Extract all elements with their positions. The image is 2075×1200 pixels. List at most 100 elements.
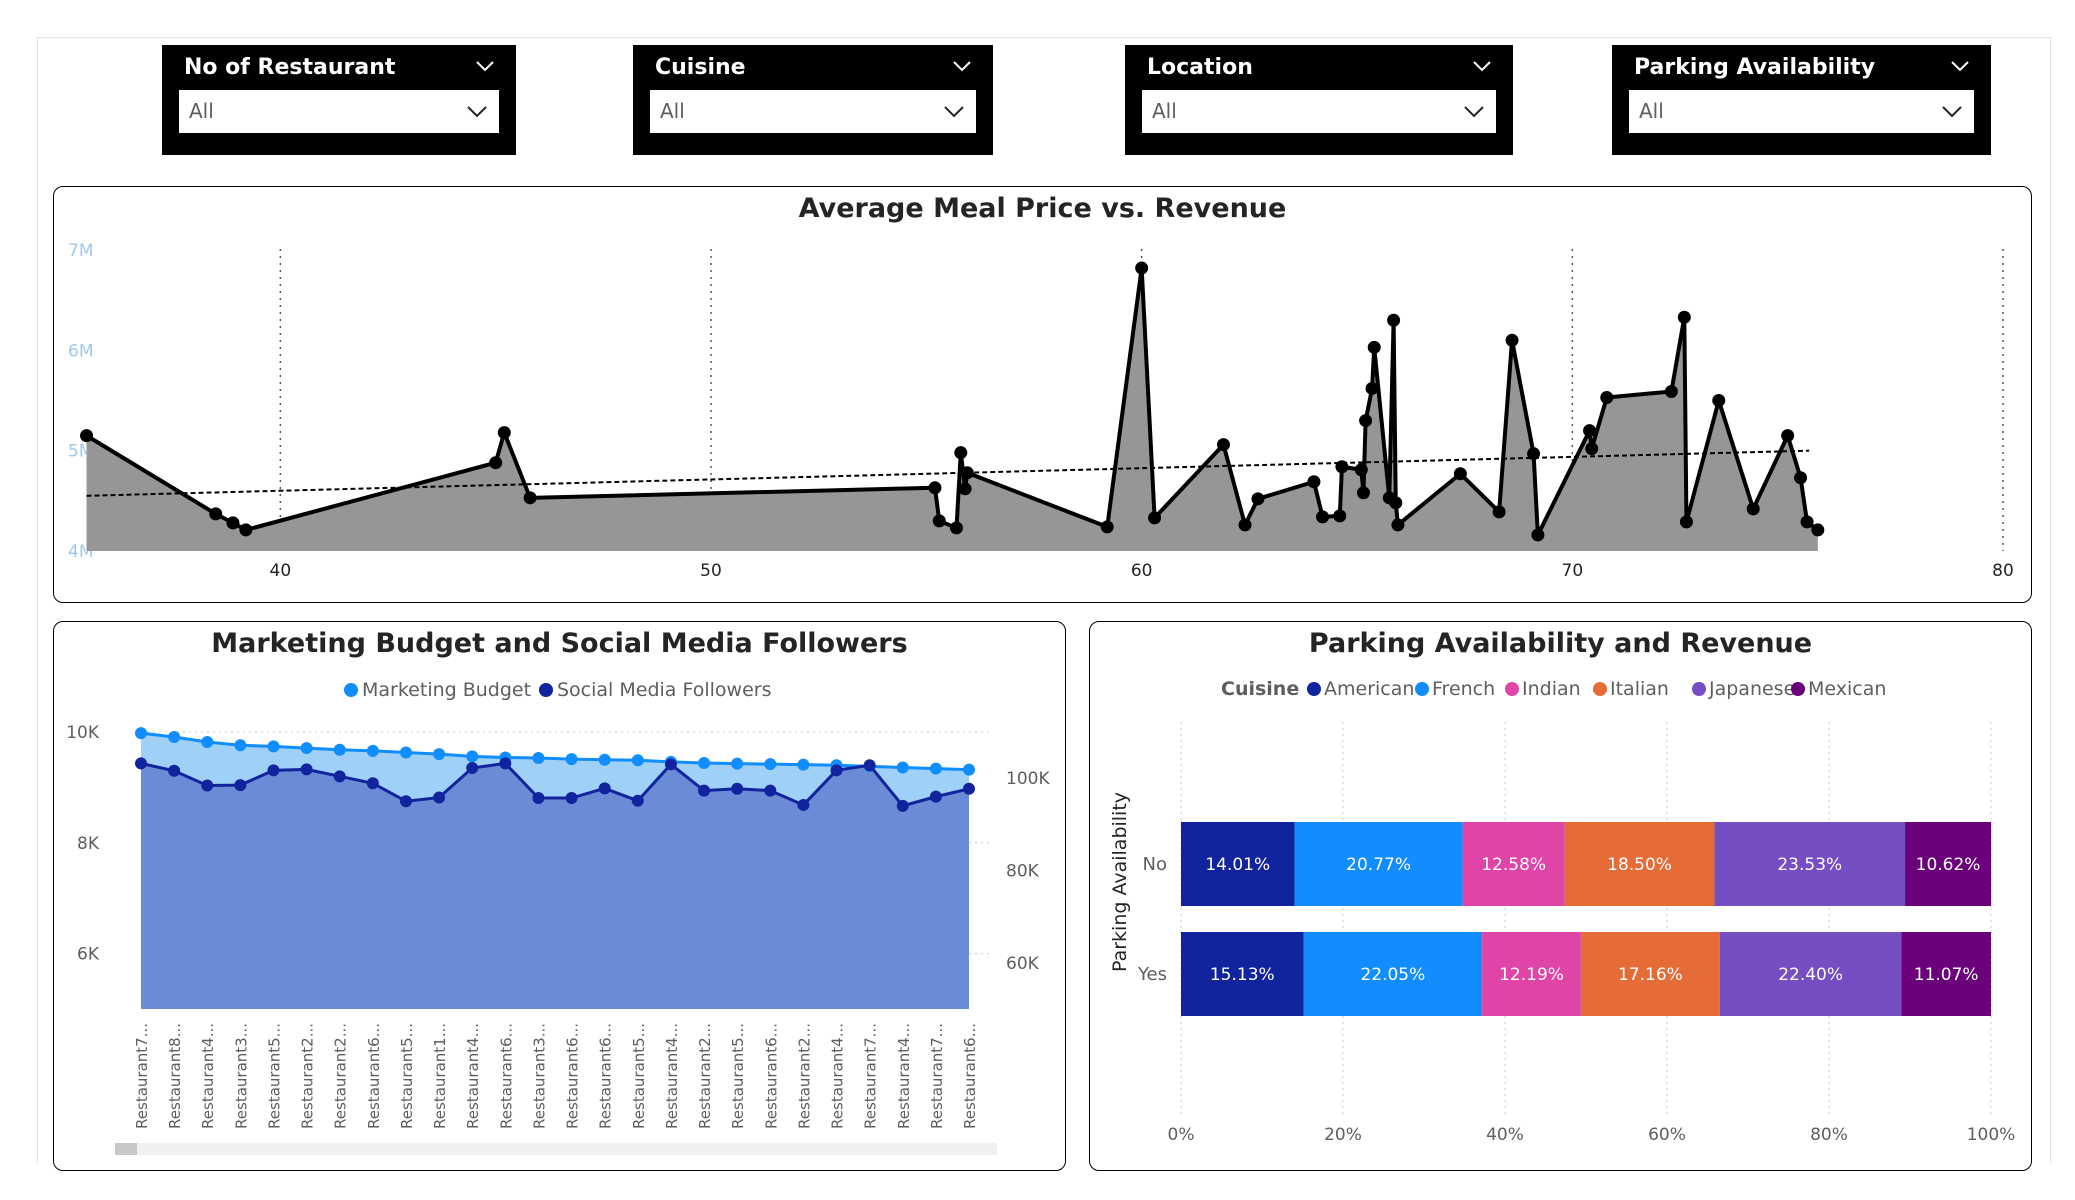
x-category-label: Restaurant6... xyxy=(961,1023,979,1129)
followers-point xyxy=(631,794,644,807)
parking-revenue-panel: Parking Availability and Revenue Cuisine… xyxy=(1089,621,2032,1171)
data-point xyxy=(489,456,503,470)
data-point xyxy=(1365,381,1379,395)
chevron-down-icon[interactable] xyxy=(1471,55,1493,77)
marketing-budget-point xyxy=(963,763,975,776)
slicer-title: Cuisine xyxy=(655,55,746,80)
x-category-label: Restaurant2... xyxy=(332,1023,350,1129)
data-point xyxy=(954,446,968,460)
slicer-value: All xyxy=(189,99,214,123)
chevron-down-icon[interactable] xyxy=(474,55,496,77)
chevron-down-icon[interactable] xyxy=(465,100,489,122)
followers-point xyxy=(797,798,810,811)
trend-line xyxy=(86,449,1810,497)
data-point xyxy=(960,466,974,480)
slicer-no-of-restaurant[interactable]: No of Restaurant All xyxy=(162,45,516,155)
stacked-bar-segment xyxy=(1181,822,1295,906)
slicer-location[interactable]: Location All xyxy=(1125,45,1513,155)
data-point xyxy=(1746,502,1760,516)
data-label: 20.77% xyxy=(1346,855,1411,875)
marketing-budget-point xyxy=(333,743,346,756)
slicer-title: Parking Availability xyxy=(1634,55,1876,80)
stacked-bar-segment xyxy=(1714,822,1906,906)
x-category-label: Restaurant4... xyxy=(663,1023,681,1129)
scrollbar-thumb[interactable] xyxy=(115,1143,137,1155)
legend-label: Marketing Budget xyxy=(362,679,531,701)
marketing-budget-point xyxy=(399,746,412,759)
legend-label: Italian xyxy=(1610,678,1669,700)
y-left-tick-label: 6K xyxy=(77,945,100,965)
meal-price-revenue-panel: Average Meal Price vs. Revenue 40 50 60 70 8… xyxy=(53,186,2032,603)
followers-point xyxy=(963,782,975,795)
chevron-down-icon[interactable] xyxy=(1949,55,1971,77)
data-point xyxy=(1238,518,1252,532)
y-right-tick-label: 100K xyxy=(1006,769,1050,789)
slicer-title: Location xyxy=(1147,55,1253,80)
data-point xyxy=(1664,384,1678,398)
legend-marker xyxy=(1593,682,1607,696)
chevron-down-icon[interactable] xyxy=(1940,100,1964,122)
parking-revenue-chart: Cuisine American French Indian Italian Japane… xyxy=(1109,678,2015,1145)
marketing-budget-point xyxy=(797,758,810,771)
horizontal-scrollbar[interactable] xyxy=(115,1143,997,1155)
legend-label: Mexican xyxy=(1808,678,1886,700)
data-point xyxy=(1531,528,1545,542)
data-point xyxy=(1251,492,1265,506)
x-category-label: Restaurant6... xyxy=(762,1023,780,1129)
data-point xyxy=(1583,424,1597,438)
slicer-cuisine[interactable]: Cuisine All xyxy=(633,45,993,155)
data-point xyxy=(1492,505,1506,519)
chevron-down-icon[interactable] xyxy=(942,100,966,122)
y-right-tick-label: 80K xyxy=(1006,862,1040,882)
legend-label: American xyxy=(1324,678,1414,700)
data-point xyxy=(1800,515,1814,529)
slicer-parking-availability[interactable]: Parking Availability All xyxy=(1612,45,1991,155)
followers-area xyxy=(141,763,969,1009)
x-category-label: Restaurant4... xyxy=(829,1023,847,1129)
data-point xyxy=(1216,438,1230,452)
followers-point xyxy=(168,764,181,777)
x-tick-label: 50 xyxy=(700,561,722,581)
marketing-budget-point xyxy=(433,748,446,761)
data-point xyxy=(209,507,223,521)
x-category-label: Restaurant4... xyxy=(199,1023,217,1129)
slicer-dropdown[interactable]: All xyxy=(1629,90,1974,133)
data-point xyxy=(1811,523,1825,537)
legend-marker xyxy=(1505,682,1519,696)
legend-marker xyxy=(539,683,553,697)
data-point xyxy=(1356,486,1370,500)
x-category-label: Restaurant7... xyxy=(133,1023,151,1129)
marketing-budget-point xyxy=(598,753,611,766)
slicer-dropdown[interactable]: All xyxy=(650,90,976,133)
followers-point xyxy=(399,795,412,808)
marketing-followers-panel: Marketing Budget and Social Media Follow… xyxy=(53,621,1066,1171)
marketing-budget-point xyxy=(764,758,777,771)
data-point xyxy=(928,481,942,495)
chevron-down-icon[interactable] xyxy=(951,55,973,77)
stacked-bar-segment xyxy=(1303,932,1483,1016)
data-point xyxy=(1585,442,1599,456)
marketing-budget-point xyxy=(565,753,578,766)
chevron-down-icon[interactable] xyxy=(1462,100,1486,122)
data-point xyxy=(239,523,253,537)
y-left-tick-label: 8K xyxy=(77,834,100,854)
stacked-bar-segment xyxy=(1905,822,1992,906)
legend-marker xyxy=(1415,682,1429,696)
slicer-dropdown[interactable]: All xyxy=(1142,90,1496,133)
data-label: 18.50% xyxy=(1607,855,1672,875)
y-right-tick-label: 60K xyxy=(1006,954,1040,974)
chart-title: Parking Availability and Revenue xyxy=(1308,628,1813,659)
slicer-dropdown[interactable]: All xyxy=(179,90,499,133)
x-tick-label: 0% xyxy=(1168,1125,1195,1145)
data-label: 22.40% xyxy=(1778,965,1843,985)
data-point xyxy=(523,491,537,505)
chart-title: Marketing Budget and Social Media Follow… xyxy=(211,628,908,659)
slicer-title: No of Restaurant xyxy=(184,55,396,80)
marketing-budget-point xyxy=(201,735,214,748)
x-tick-label: 60% xyxy=(1648,1125,1686,1145)
x-tick-label: 80% xyxy=(1810,1125,1848,1145)
marketing-followers-chart: Marketing Budget Social Media Followers 6K… xyxy=(66,679,1050,1129)
legend-label: Japanese xyxy=(1708,678,1795,700)
x-category-label: Restaurant5... xyxy=(729,1023,747,1129)
followers-point xyxy=(598,782,611,795)
